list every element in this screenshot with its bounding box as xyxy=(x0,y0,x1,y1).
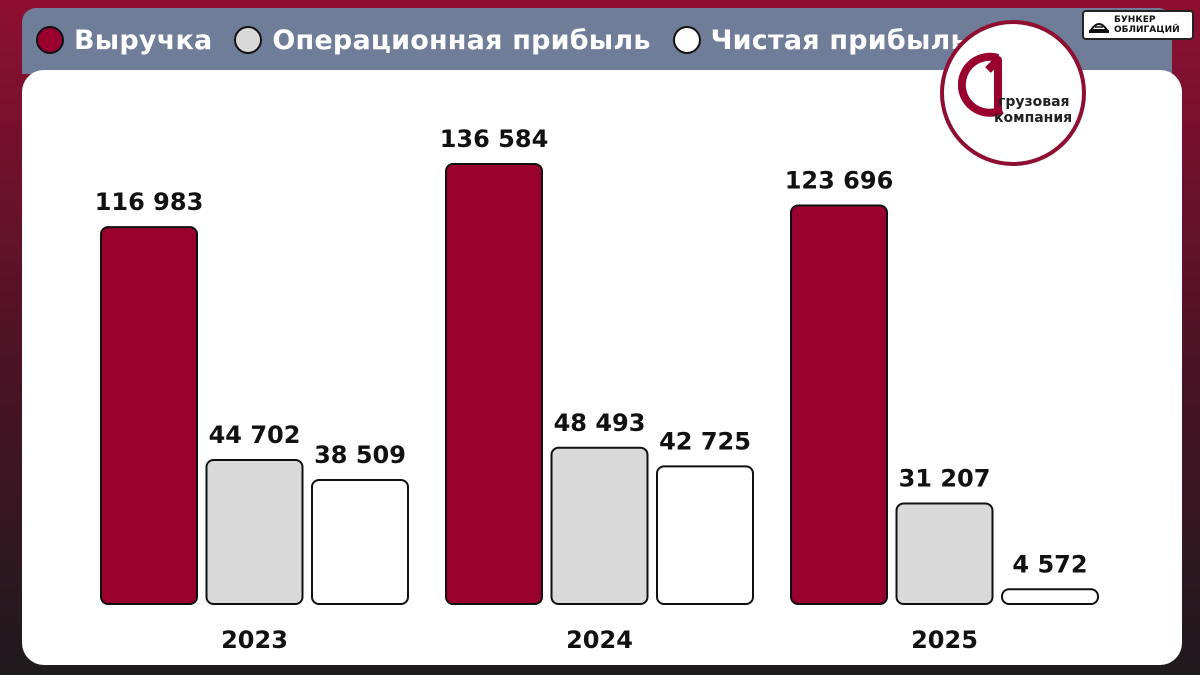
legend-item-net-profit: Чистая прибыль xyxy=(672,24,968,56)
brand-line-2: ОБЛИГАЦИЙ xyxy=(1114,25,1180,35)
brand-line-1: БУНКЕР xyxy=(1114,15,1156,25)
data-label-revenue-2024: 136 584 xyxy=(440,125,549,153)
data-label-operating-profit-2023: 44 702 xyxy=(209,421,301,449)
brand-badge: БУНКЕР ОБЛИГАЦИЙ xyxy=(1082,10,1194,40)
data-label-revenue-2025: 123 696 xyxy=(785,167,894,195)
bar-revenue-2025 xyxy=(790,204,888,605)
company-logo-line-1: грузовая xyxy=(998,94,1070,110)
company-logo-text: грузовая компания xyxy=(994,94,1072,126)
legend-swatch-revenue xyxy=(36,26,64,54)
bar-revenue-2023 xyxy=(100,226,198,605)
legend: Выручка Операционная прибыль Чистая приб… xyxy=(36,18,968,62)
legend-label-net-profit: Чистая прибыль xyxy=(710,24,968,56)
data-label-revenue-2023: 116 983 xyxy=(95,188,204,216)
legend-swatch-operating-profit xyxy=(234,26,263,54)
x-tick-label-2025: 2025 xyxy=(911,626,978,654)
x-tick-label-2023: 2023 xyxy=(221,626,288,654)
data-label-net-profit-2023: 38 509 xyxy=(314,441,406,469)
bar-operating-profit-2024 xyxy=(550,446,649,605)
data-label-operating-profit-2025: 31 207 xyxy=(899,464,991,492)
legend-swatch-net-profit xyxy=(672,26,701,54)
x-tick-label-2024: 2024 xyxy=(566,626,633,654)
bar-net-profit-2025 xyxy=(1001,588,1099,606)
data-label-net-profit-2024: 42 725 xyxy=(659,427,751,455)
bar-operating-profit-2025 xyxy=(895,502,994,605)
legend-label-revenue: Выручка xyxy=(74,24,213,56)
legend-label-operating-profit: Операционная прибыль xyxy=(272,24,651,56)
bar-operating-profit-2023 xyxy=(205,458,304,605)
legend-item-operating-profit: Операционная прибыль xyxy=(234,25,650,56)
data-label-net-profit-2025: 4 572 xyxy=(1012,550,1087,578)
brand-text: БУНКЕР ОБЛИГАЦИЙ xyxy=(1114,15,1180,35)
bar-net-profit-2024 xyxy=(656,465,754,606)
bar-net-profit-2023 xyxy=(311,478,409,605)
data-label-operating-profit-2024: 48 493 xyxy=(554,409,646,437)
company-logo-line-2: компания xyxy=(994,110,1073,126)
company-logo-mark-icon xyxy=(958,52,1004,117)
company-logo: грузовая компания xyxy=(940,20,1086,166)
bunker-icon xyxy=(1089,23,1109,33)
bar-revenue-2024 xyxy=(445,163,543,605)
legend-item-revenue: Выручка xyxy=(36,25,212,56)
